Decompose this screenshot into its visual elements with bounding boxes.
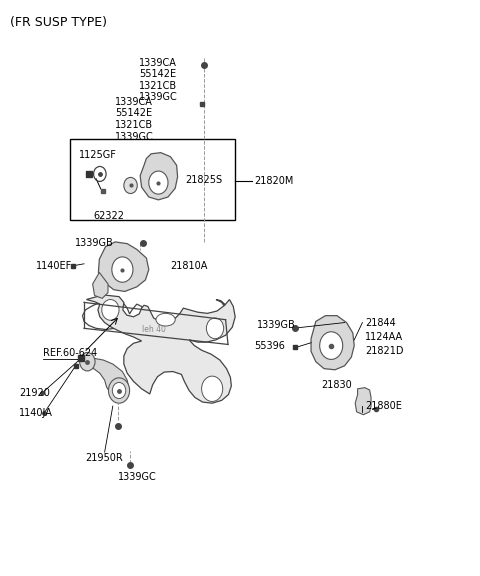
Text: 1339GC: 1339GC bbox=[118, 472, 157, 482]
Text: leh 40: leh 40 bbox=[142, 325, 166, 334]
Polygon shape bbox=[85, 358, 129, 396]
Polygon shape bbox=[93, 272, 108, 298]
Text: (FR SUSP TYPE): (FR SUSP TYPE) bbox=[10, 16, 107, 29]
Text: 21844: 21844 bbox=[365, 317, 396, 328]
Text: 21880E: 21880E bbox=[365, 401, 402, 411]
Circle shape bbox=[80, 353, 95, 371]
Text: 1125GF: 1125GF bbox=[79, 150, 117, 160]
Circle shape bbox=[102, 300, 119, 320]
Bar bbox=[70, 139, 235, 220]
Circle shape bbox=[320, 332, 343, 359]
Text: 21810A: 21810A bbox=[170, 260, 208, 271]
Text: 1124AA: 1124AA bbox=[365, 332, 403, 342]
Text: 21950R: 21950R bbox=[85, 453, 123, 463]
Text: REF.60-624: REF.60-624 bbox=[43, 347, 97, 358]
Polygon shape bbox=[98, 242, 149, 291]
Circle shape bbox=[202, 376, 223, 401]
Text: 21920: 21920 bbox=[19, 388, 50, 398]
Text: 1339CA
55142E
1321CB
1339GC: 1339CA 55142E 1321CB 1339GC bbox=[139, 58, 178, 103]
Polygon shape bbox=[86, 295, 235, 403]
Circle shape bbox=[112, 382, 126, 399]
Text: 21825S: 21825S bbox=[185, 175, 222, 185]
Text: 1140EF: 1140EF bbox=[36, 260, 72, 271]
Text: 21821D: 21821D bbox=[365, 346, 403, 357]
Polygon shape bbox=[355, 388, 371, 415]
Circle shape bbox=[206, 318, 224, 339]
Text: 21820M: 21820M bbox=[254, 176, 294, 187]
Circle shape bbox=[124, 177, 137, 194]
Text: 1339GB: 1339GB bbox=[75, 238, 114, 248]
Text: 1140JA: 1140JA bbox=[19, 408, 53, 418]
Polygon shape bbox=[311, 316, 354, 370]
Circle shape bbox=[108, 378, 130, 403]
Circle shape bbox=[112, 257, 133, 282]
Circle shape bbox=[149, 171, 168, 194]
Text: 1339GB: 1339GB bbox=[257, 320, 296, 331]
Ellipse shape bbox=[156, 313, 175, 326]
Polygon shape bbox=[140, 153, 178, 200]
Text: 21830: 21830 bbox=[322, 380, 352, 390]
Text: 1339CA
55142E
1321CB
1339GC: 1339CA 55142E 1321CB 1339GC bbox=[115, 97, 154, 142]
Text: 55396: 55396 bbox=[254, 340, 285, 351]
Text: 62322: 62322 bbox=[94, 211, 125, 221]
